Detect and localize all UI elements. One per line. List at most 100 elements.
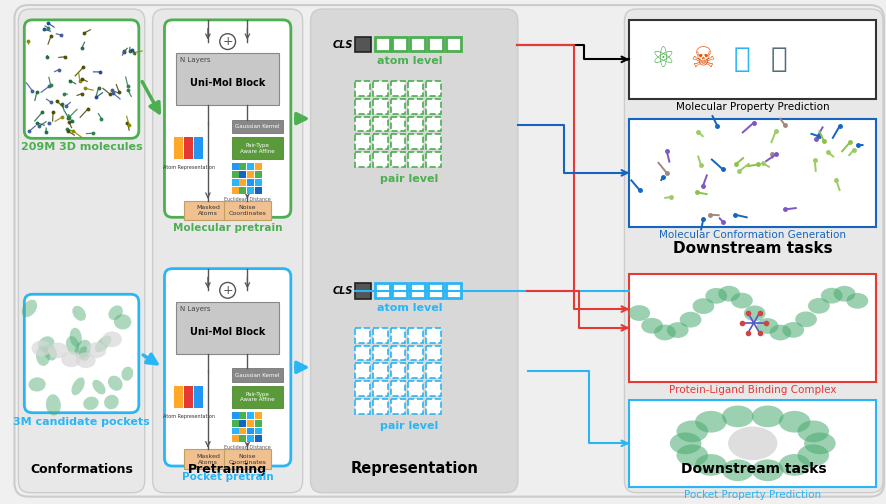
Text: pair level: pair level xyxy=(380,421,438,430)
Bar xyxy=(374,283,389,298)
Bar xyxy=(390,152,405,167)
Bar xyxy=(392,37,407,51)
Bar xyxy=(372,99,387,113)
Bar xyxy=(231,119,283,134)
Ellipse shape xyxy=(43,344,57,360)
Bar xyxy=(392,283,407,298)
Bar xyxy=(408,381,423,396)
Ellipse shape xyxy=(28,377,46,392)
Bar xyxy=(425,152,440,167)
Text: N Layers: N Layers xyxy=(180,306,211,312)
Bar xyxy=(390,99,405,113)
Bar xyxy=(410,283,424,298)
Ellipse shape xyxy=(721,460,753,481)
Ellipse shape xyxy=(108,305,123,320)
Text: Pair-Type
Aware Affine: Pair-Type Aware Affine xyxy=(240,392,275,402)
Ellipse shape xyxy=(778,454,810,476)
Text: Conformations: Conformations xyxy=(30,463,133,476)
Text: Pocket Property Prediction: Pocket Property Prediction xyxy=(683,490,820,499)
Text: CLS: CLS xyxy=(332,286,353,296)
Bar xyxy=(239,179,246,185)
Bar xyxy=(425,328,440,343)
Ellipse shape xyxy=(70,328,82,347)
Bar xyxy=(390,328,405,343)
Bar xyxy=(247,163,254,170)
Ellipse shape xyxy=(48,343,68,358)
Bar xyxy=(247,179,254,185)
FancyBboxPatch shape xyxy=(310,9,517,493)
Bar xyxy=(372,152,387,167)
Ellipse shape xyxy=(87,342,106,358)
Text: Gaussian Kernel: Gaussian Kernel xyxy=(235,373,279,377)
Text: Masked
Atoms: Masked Atoms xyxy=(196,454,220,465)
Ellipse shape xyxy=(121,367,133,381)
Text: Representation: Representation xyxy=(350,461,478,476)
Bar xyxy=(247,412,254,419)
Text: 209M 3D molecules: 209M 3D molecules xyxy=(20,142,143,152)
Bar xyxy=(354,283,370,299)
Bar xyxy=(425,81,440,96)
Bar xyxy=(223,201,271,220)
Ellipse shape xyxy=(751,406,782,427)
Text: ⚛: ⚛ xyxy=(649,45,674,74)
Ellipse shape xyxy=(756,318,778,334)
Bar xyxy=(354,346,369,360)
Text: Molecular Conformation Generation: Molecular Conformation Generation xyxy=(658,230,845,240)
Ellipse shape xyxy=(666,322,688,338)
Bar xyxy=(390,135,405,149)
FancyBboxPatch shape xyxy=(164,20,291,217)
FancyBboxPatch shape xyxy=(164,269,291,466)
Text: Molecular Property Prediction: Molecular Property Prediction xyxy=(675,102,828,112)
Ellipse shape xyxy=(743,305,765,321)
Text: CLS: CLS xyxy=(332,39,353,49)
Text: Molecular pretrain: Molecular pretrain xyxy=(173,223,282,233)
Ellipse shape xyxy=(92,380,105,395)
Bar xyxy=(354,381,369,396)
Bar xyxy=(231,137,283,159)
Bar xyxy=(408,399,423,414)
Bar xyxy=(629,274,875,382)
Ellipse shape xyxy=(76,352,96,368)
Bar xyxy=(175,137,183,159)
Bar xyxy=(354,37,370,52)
Ellipse shape xyxy=(95,335,112,352)
Bar xyxy=(446,283,460,298)
Bar xyxy=(408,328,423,343)
Ellipse shape xyxy=(108,375,122,391)
Bar xyxy=(354,135,369,149)
Bar xyxy=(408,116,423,132)
FancyBboxPatch shape xyxy=(152,9,302,493)
Bar xyxy=(255,186,262,194)
Bar xyxy=(231,386,283,408)
Bar xyxy=(231,186,238,194)
Text: +: + xyxy=(222,284,233,297)
Text: Uni-Mol Block: Uni-Mol Block xyxy=(190,78,265,88)
Ellipse shape xyxy=(72,377,85,395)
Bar xyxy=(425,99,440,113)
Bar xyxy=(255,179,262,185)
Bar xyxy=(184,449,231,469)
Bar xyxy=(184,201,231,220)
Bar xyxy=(408,81,423,96)
Bar xyxy=(175,386,183,408)
Ellipse shape xyxy=(820,288,842,303)
Bar xyxy=(390,81,405,96)
Text: Protein-Ligand Binding Complex: Protein-Ligand Binding Complex xyxy=(668,385,835,395)
Ellipse shape xyxy=(833,286,854,301)
Bar xyxy=(629,118,875,227)
Bar xyxy=(231,412,238,419)
Bar xyxy=(184,386,193,408)
Bar xyxy=(408,99,423,113)
Text: Downstream tasks: Downstream tasks xyxy=(672,241,832,257)
Ellipse shape xyxy=(781,322,804,338)
Ellipse shape xyxy=(718,286,739,301)
Bar xyxy=(255,163,262,170)
Ellipse shape xyxy=(104,395,119,409)
Text: atom level: atom level xyxy=(376,303,441,313)
Bar xyxy=(372,381,387,396)
Circle shape xyxy=(220,282,236,298)
Text: Atom Representation: Atom Representation xyxy=(163,165,215,170)
Bar xyxy=(372,135,387,149)
Bar xyxy=(176,302,279,353)
Bar xyxy=(247,186,254,194)
